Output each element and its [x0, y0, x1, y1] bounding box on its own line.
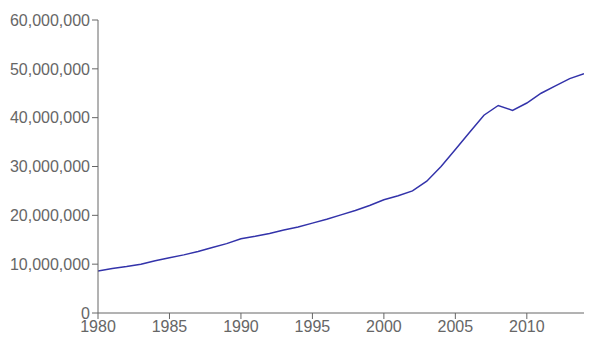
- svg-text:1995: 1995: [295, 318, 331, 335]
- svg-text:40,000,000: 40,000,000: [10, 109, 90, 126]
- svg-text:30,000,000: 30,000,000: [10, 158, 90, 175]
- svg-text:20,000,000: 20,000,000: [10, 207, 90, 224]
- svg-text:1990: 1990: [223, 318, 259, 335]
- svg-text:1980: 1980: [80, 318, 116, 336]
- svg-text:50,000,000: 50,000,000: [10, 61, 90, 78]
- svg-text:2000: 2000: [366, 318, 402, 335]
- svg-text:1985: 1985: [152, 318, 188, 335]
- svg-text:10,000,000: 10,000,000: [10, 256, 90, 273]
- svg-text:0: 0: [81, 305, 90, 322]
- svg-text:2010: 2010: [509, 318, 545, 335]
- svg-text:2005: 2005: [438, 318, 474, 335]
- svg-text:60,000,000: 60,000,000: [10, 12, 90, 29]
